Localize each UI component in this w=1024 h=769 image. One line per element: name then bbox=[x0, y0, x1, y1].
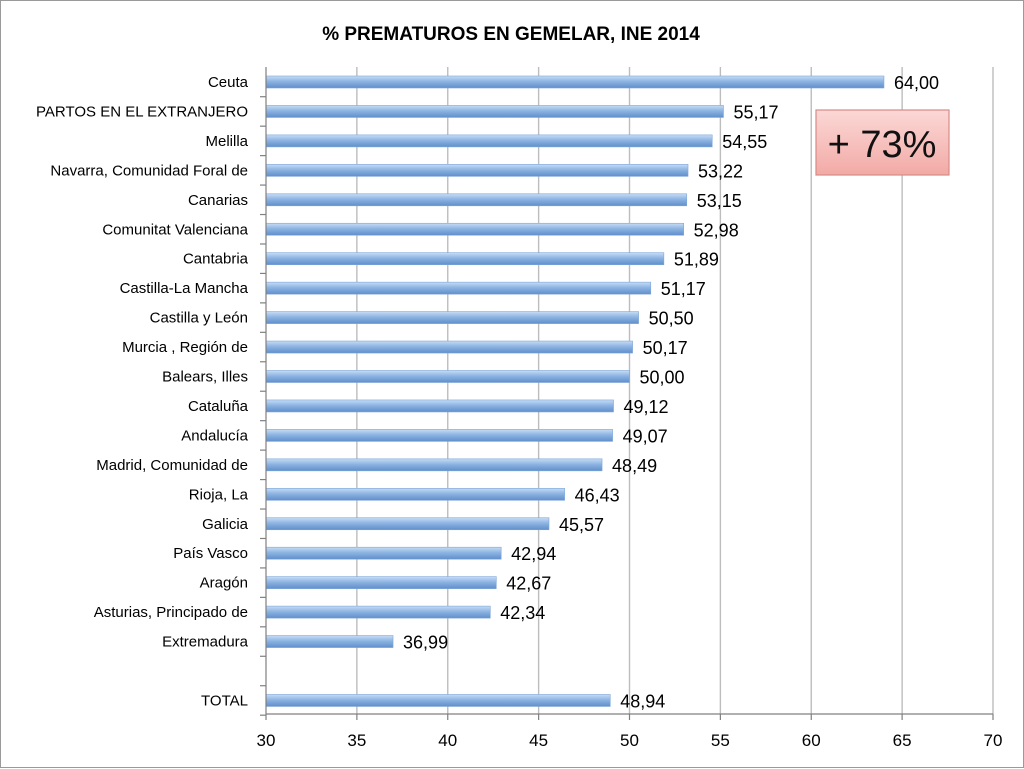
category-label: Castilla y León bbox=[150, 310, 248, 327]
x-tick-label: 50 bbox=[620, 731, 639, 750]
x-tick-label: 65 bbox=[893, 731, 912, 750]
category-label: Murcia , Región de bbox=[122, 339, 248, 356]
bars bbox=[265, 75, 885, 707]
x-tick-label: 30 bbox=[257, 731, 276, 750]
bar bbox=[265, 193, 688, 207]
bar bbox=[265, 164, 689, 177]
category-label: Cataluña bbox=[188, 398, 249, 415]
bar bbox=[265, 222, 684, 236]
data-label: 50,00 bbox=[640, 368, 685, 388]
x-tick-label: 70 bbox=[984, 731, 1003, 750]
bar bbox=[265, 546, 502, 560]
category-label: País Vasco bbox=[173, 545, 248, 562]
category-label: Balears, Illes bbox=[162, 369, 248, 386]
data-label: 49,12 bbox=[624, 397, 669, 417]
data-label: 42,94 bbox=[511, 544, 556, 564]
x-tick-label: 40 bbox=[438, 731, 457, 750]
callout-text: + 73% bbox=[828, 124, 937, 166]
data-label: 45,57 bbox=[559, 515, 604, 535]
bar bbox=[265, 605, 491, 619]
data-label: 46,43 bbox=[575, 485, 620, 505]
bar bbox=[265, 635, 394, 648]
data-label: 64,00 bbox=[894, 73, 939, 93]
data-label: 50,50 bbox=[649, 309, 694, 329]
category-label: Madrid, Comunidad de bbox=[96, 457, 248, 474]
bar bbox=[265, 487, 565, 501]
bar bbox=[265, 252, 665, 265]
category-label: Cantabria bbox=[183, 251, 249, 268]
category-label: Andalucía bbox=[181, 427, 248, 444]
x-tick-label: 55 bbox=[711, 731, 730, 750]
category-label: Asturias, Principado de bbox=[94, 604, 248, 621]
data-label: 48,94 bbox=[620, 691, 665, 711]
x-tick-label: 45 bbox=[529, 731, 548, 750]
data-label: 49,07 bbox=[623, 426, 668, 446]
category-label: Extremadura bbox=[162, 634, 249, 651]
category-label: Melilla bbox=[205, 133, 248, 150]
category-label: Aragón bbox=[200, 575, 248, 592]
percent-callout: + 73% bbox=[815, 109, 950, 176]
bar bbox=[265, 576, 497, 589]
data-label: 54,55 bbox=[722, 132, 767, 152]
category-label: Rioja, La bbox=[189, 486, 249, 503]
category-label: Ceuta bbox=[208, 74, 249, 91]
category-label: TOTAL bbox=[201, 692, 248, 709]
data-label: 42,34 bbox=[500, 603, 545, 623]
bar bbox=[265, 429, 613, 442]
bar bbox=[265, 370, 630, 383]
bar bbox=[265, 281, 652, 295]
chart-title: % PREMATUROS EN GEMELAR, INE 2014 bbox=[322, 24, 700, 45]
data-label: 51,17 bbox=[661, 279, 706, 299]
data-label: 42,67 bbox=[506, 574, 551, 594]
data-label: 53,15 bbox=[697, 191, 742, 211]
category-label: PARTOS EN EL EXTRANJERO bbox=[36, 103, 248, 120]
data-label: 52,98 bbox=[694, 220, 739, 240]
category-label: Galicia bbox=[202, 516, 249, 533]
bar bbox=[265, 694, 611, 707]
bar bbox=[265, 399, 614, 413]
bar bbox=[265, 458, 603, 472]
category-label: Canarias bbox=[188, 192, 248, 209]
x-axis: 30 35 40 45 50 55 60 65 70 bbox=[257, 67, 1003, 750]
data-label: 55,17 bbox=[733, 102, 778, 122]
data-label: 51,89 bbox=[674, 250, 719, 270]
bar bbox=[265, 340, 633, 354]
value-labels: 64,00 55,17 54,55 53,22 53,15 52,98 51,89 51,17… bbox=[403, 73, 939, 711]
bar bbox=[265, 105, 724, 118]
category-labels: Ceuta PARTOS EN EL EXTRANJERO Melilla Navar… bbox=[36, 74, 249, 709]
data-label: 36,99 bbox=[403, 633, 448, 653]
category-label: Comunitat Valenciana bbox=[102, 221, 248, 238]
bar bbox=[265, 134, 713, 148]
bar bbox=[265, 311, 639, 324]
x-tick-label: 35 bbox=[347, 731, 366, 750]
data-label: 50,17 bbox=[643, 338, 688, 358]
data-label: 48,49 bbox=[612, 456, 657, 476]
bar bbox=[265, 75, 885, 89]
x-tick-label: 60 bbox=[802, 731, 821, 750]
callout-box bbox=[815, 109, 950, 176]
data-label: 53,22 bbox=[698, 161, 743, 181]
category-label: Navarra, Comunidad Foral de bbox=[50, 162, 248, 179]
bar bbox=[265, 517, 550, 531]
category-label: Castilla-La Mancha bbox=[120, 280, 249, 297]
